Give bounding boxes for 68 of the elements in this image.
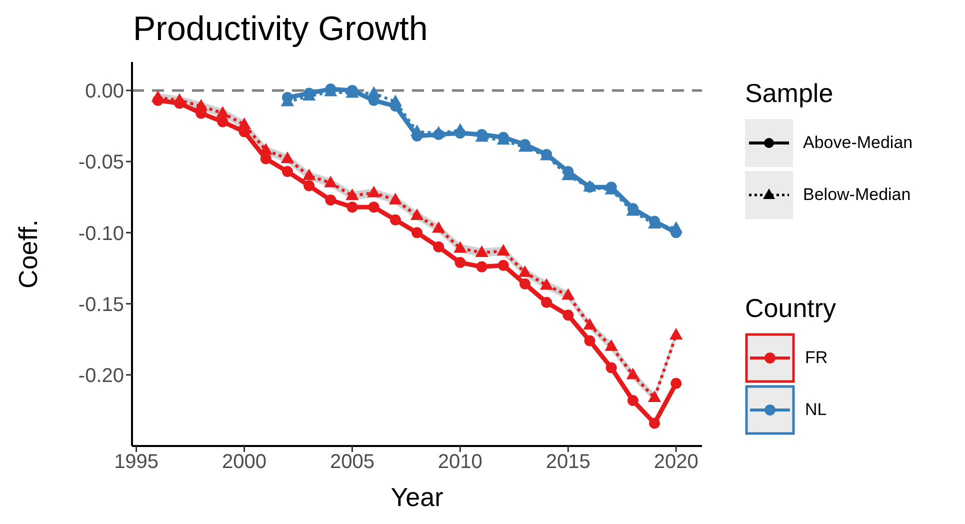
x-axis-title: Year (390, 482, 444, 512)
y-tick-label: -0.20 (78, 364, 124, 387)
point (498, 260, 509, 271)
legend-label: FR (805, 348, 828, 368)
y-tick-label: -0.15 (78, 294, 124, 316)
x-tick-label: 2010 (438, 451, 482, 474)
point (669, 328, 683, 340)
point (367, 186, 380, 198)
point (606, 362, 617, 374)
point (260, 153, 272, 164)
point (324, 176, 338, 188)
point (584, 335, 596, 346)
point (454, 257, 466, 268)
chart-title: Productivity Growth (133, 10, 428, 49)
y-axis-title: Coeff. (13, 220, 44, 288)
point (172, 93, 186, 105)
point (325, 194, 336, 206)
point (518, 265, 532, 277)
point (302, 168, 316, 180)
point (238, 117, 251, 129)
point (541, 296, 552, 308)
legend-label: NL (805, 400, 827, 420)
point (432, 221, 446, 233)
point (346, 202, 358, 213)
point (475, 245, 488, 257)
point (648, 390, 662, 402)
point (476, 261, 488, 272)
point (519, 278, 530, 290)
point (388, 192, 402, 204)
x-tick-label: 2020 (654, 451, 698, 474)
point (216, 106, 230, 118)
point (562, 288, 575, 300)
point (368, 202, 380, 213)
point (367, 86, 380, 98)
y-tick-label: -0.05 (78, 152, 124, 174)
point (217, 116, 228, 128)
point (562, 310, 574, 321)
point (626, 368, 640, 380)
point (649, 418, 660, 429)
x-tick-label: 2005 (330, 451, 374, 474)
x-tick-label: 2000 (222, 451, 267, 474)
point (194, 98, 208, 110)
x-tick-label: 2015 (546, 451, 590, 474)
point (280, 152, 294, 164)
text: Sample (745, 78, 834, 109)
point (304, 180, 315, 192)
point (259, 143, 272, 155)
point (410, 208, 424, 220)
point (627, 394, 638, 406)
point (496, 244, 510, 256)
point (390, 214, 401, 226)
point (670, 378, 682, 389)
point (583, 318, 596, 330)
point (540, 278, 554, 290)
point (433, 241, 444, 252)
text: Below-Median (803, 185, 911, 205)
point (604, 339, 618, 351)
point (282, 166, 293, 178)
x-tick-label: 1995 (114, 451, 159, 474)
y-tick-label: 0.00 (85, 80, 124, 103)
point (346, 188, 359, 200)
text: Above-Median (803, 133, 913, 153)
legend-title: Country (745, 293, 838, 324)
point (412, 227, 422, 238)
y-tick-label: -0.10 (78, 222, 124, 245)
point (432, 126, 446, 138)
point (454, 241, 467, 253)
point (669, 221, 683, 233)
